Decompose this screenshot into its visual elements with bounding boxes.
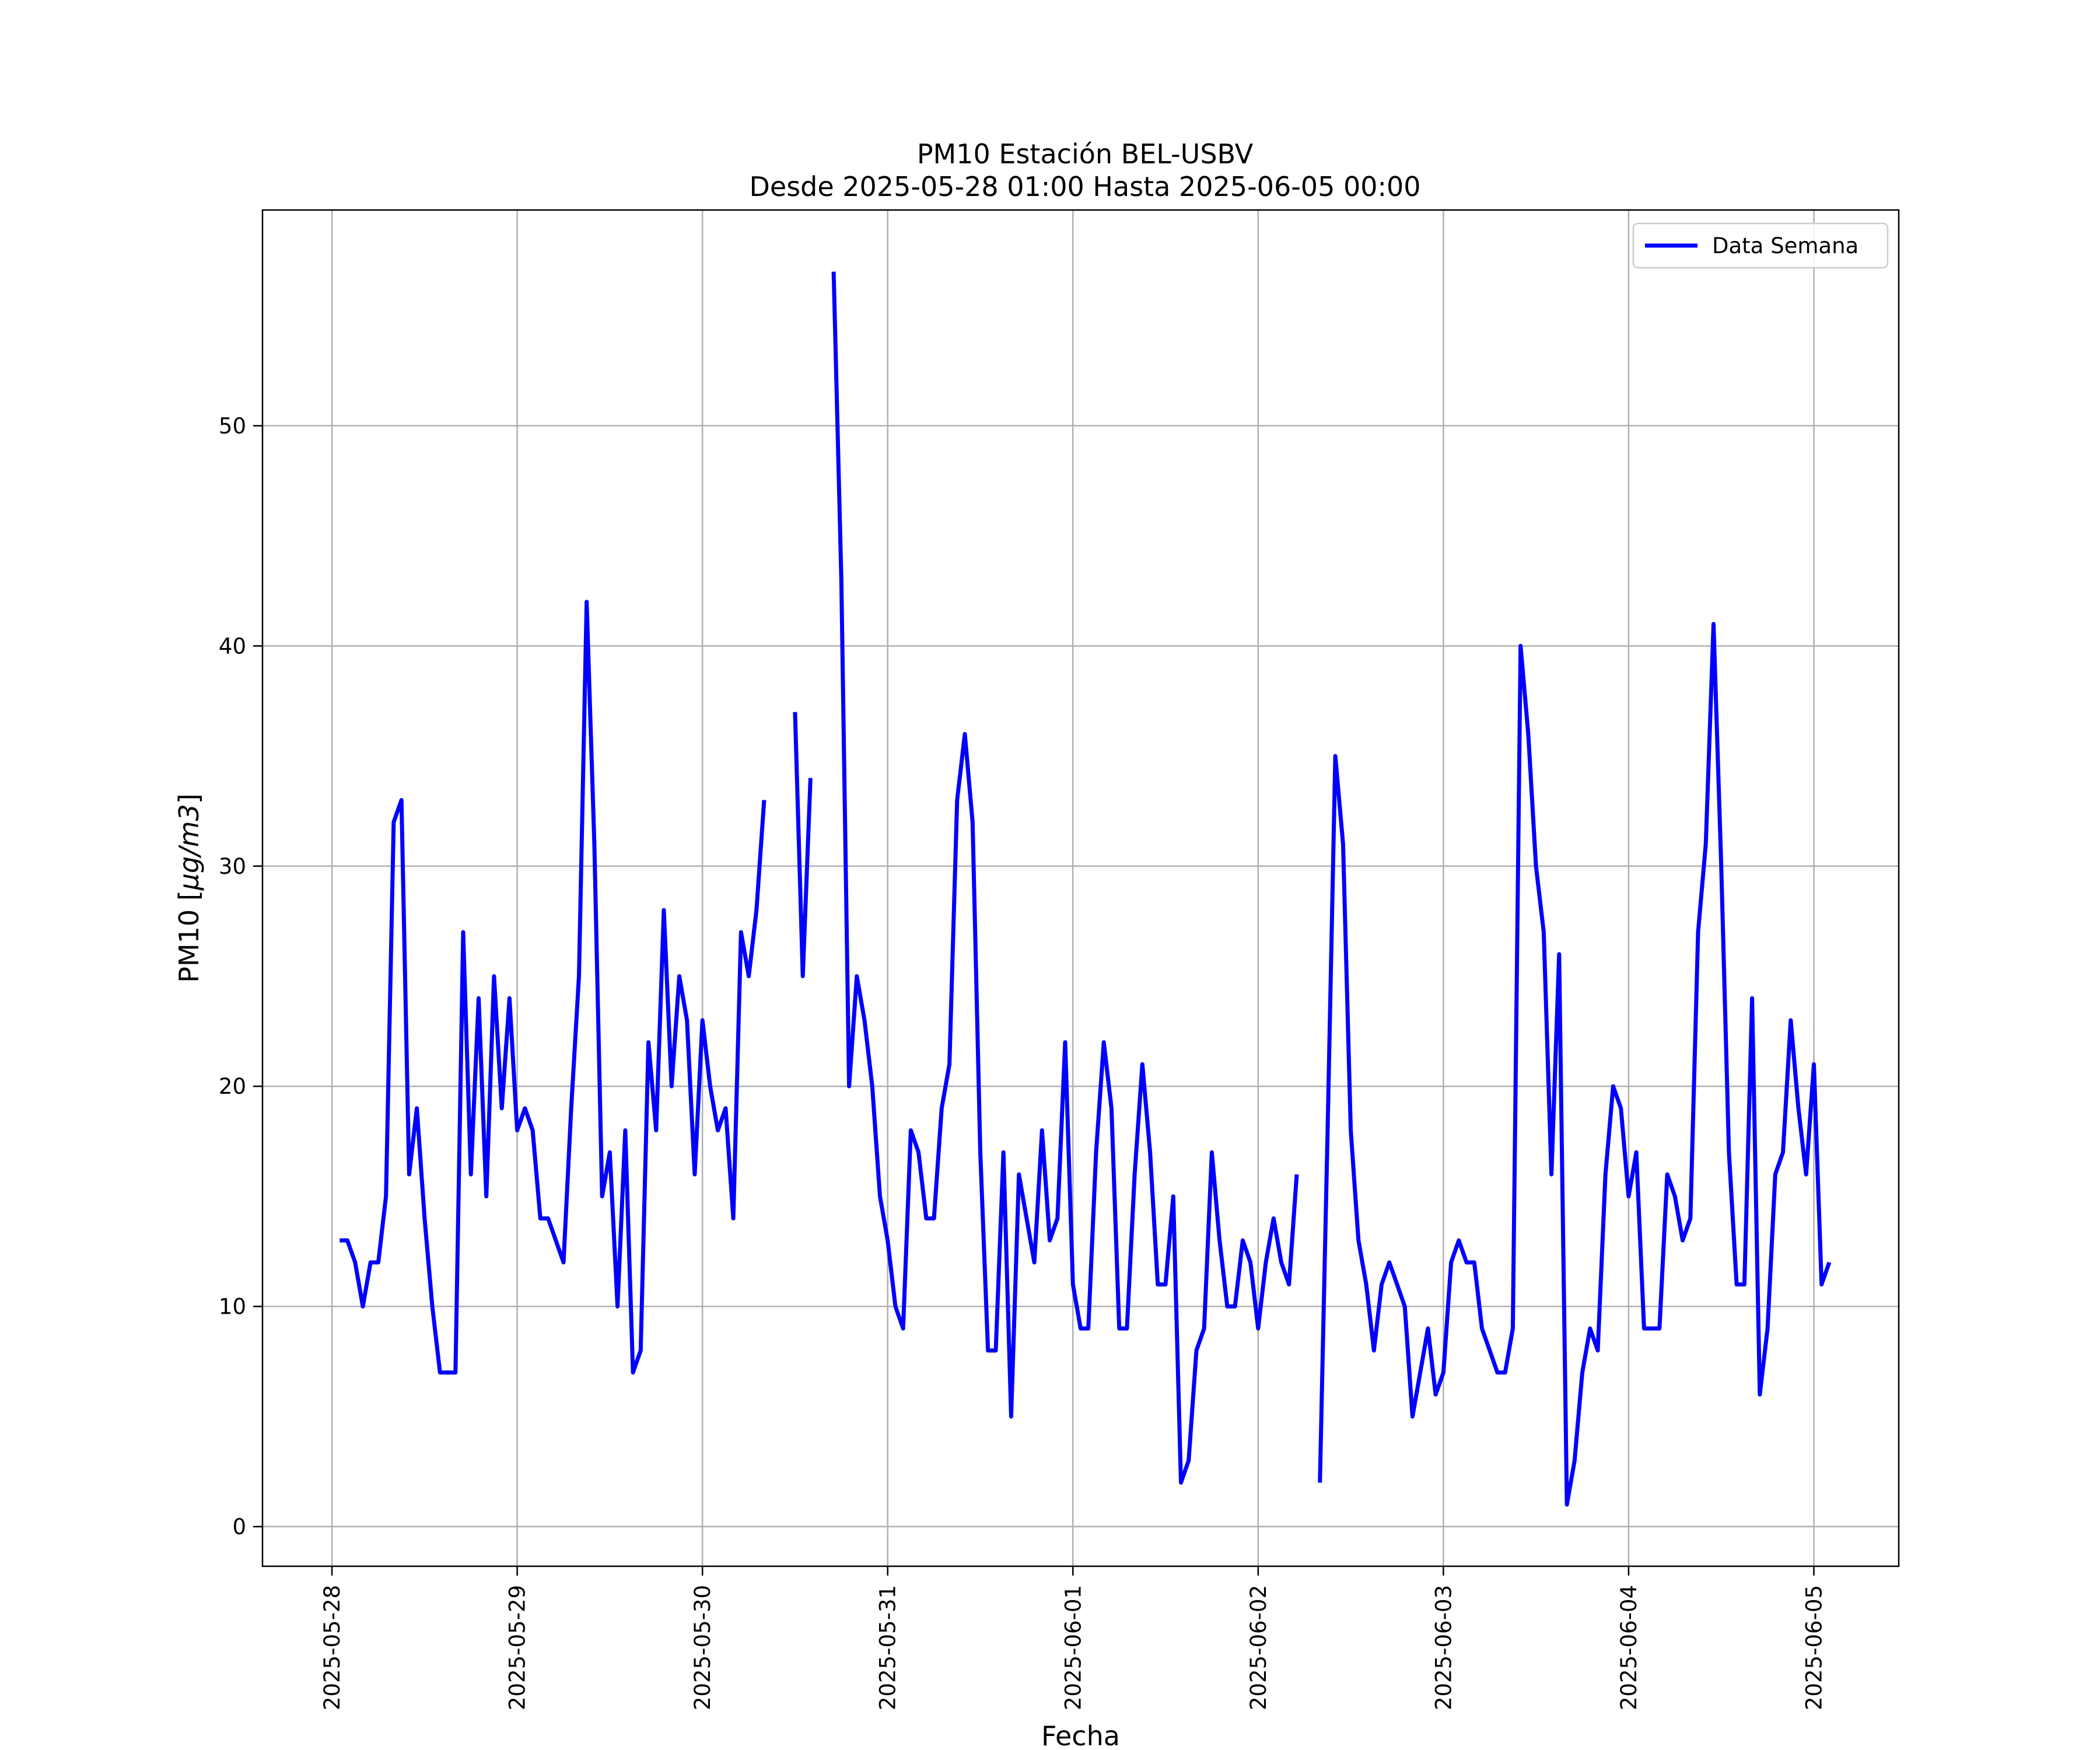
series-layer <box>340 271 1832 1507</box>
series-line-0 <box>340 271 1832 1507</box>
x-tick-label: 2025-06-03 <box>1431 1585 1456 1710</box>
x-tick-label: 2025-05-28 <box>320 1585 345 1710</box>
y-tick-label: 40 <box>219 634 246 659</box>
x-tick-label: 2025-06-04 <box>1616 1585 1642 1710</box>
x-gridlines <box>331 210 1815 1566</box>
x-tick-label: 2025-05-30 <box>690 1585 715 1710</box>
chart-subtitle: Desde 2025-05-28 01:00 Hasta 2025-06-05 … <box>749 171 1420 202</box>
x-axis-ticks: 2025-05-28 2025-05-29 2025-05-30 2025-05-31… <box>320 1566 1826 1710</box>
y-axis-ticks: 0 10 20 30 40 50 <box>219 414 262 1539</box>
y-gridlines <box>262 425 1899 1528</box>
plot-frame <box>261 209 1900 1567</box>
y-tick-label: 50 <box>219 414 246 439</box>
x-tick-label: 2025-06-05 <box>1801 1585 1826 1710</box>
y-axis-label-main: PM10 [ <box>173 890 205 983</box>
legend-label: Data Semana <box>1712 233 1859 258</box>
x-axis-label: Fecha <box>1041 1720 1120 1750</box>
x-tick-label: 2025-06-02 <box>1246 1585 1271 1710</box>
x-tick-label: 2025-06-01 <box>1060 1585 1086 1710</box>
y-tick-label: 10 <box>219 1294 246 1320</box>
y-axis-label-close: ] <box>173 793 205 804</box>
x-tick-label: 2025-05-31 <box>876 1585 901 1710</box>
legend-box <box>1632 222 1889 269</box>
y-tick-label: 30 <box>219 854 246 879</box>
x-tick-label: 2025-05-29 <box>505 1585 530 1710</box>
chart-title: PM10 Estación BEL-USBV <box>917 138 1254 170</box>
y-axis-label-unit: µg/m3 <box>173 804 205 891</box>
y-tick-label: 0 <box>232 1514 246 1539</box>
legend: Data Semana <box>1632 222 1889 269</box>
y-tick-label: 20 <box>219 1074 246 1099</box>
y-axis-label: PM10 [µg/m3] <box>173 793 205 983</box>
